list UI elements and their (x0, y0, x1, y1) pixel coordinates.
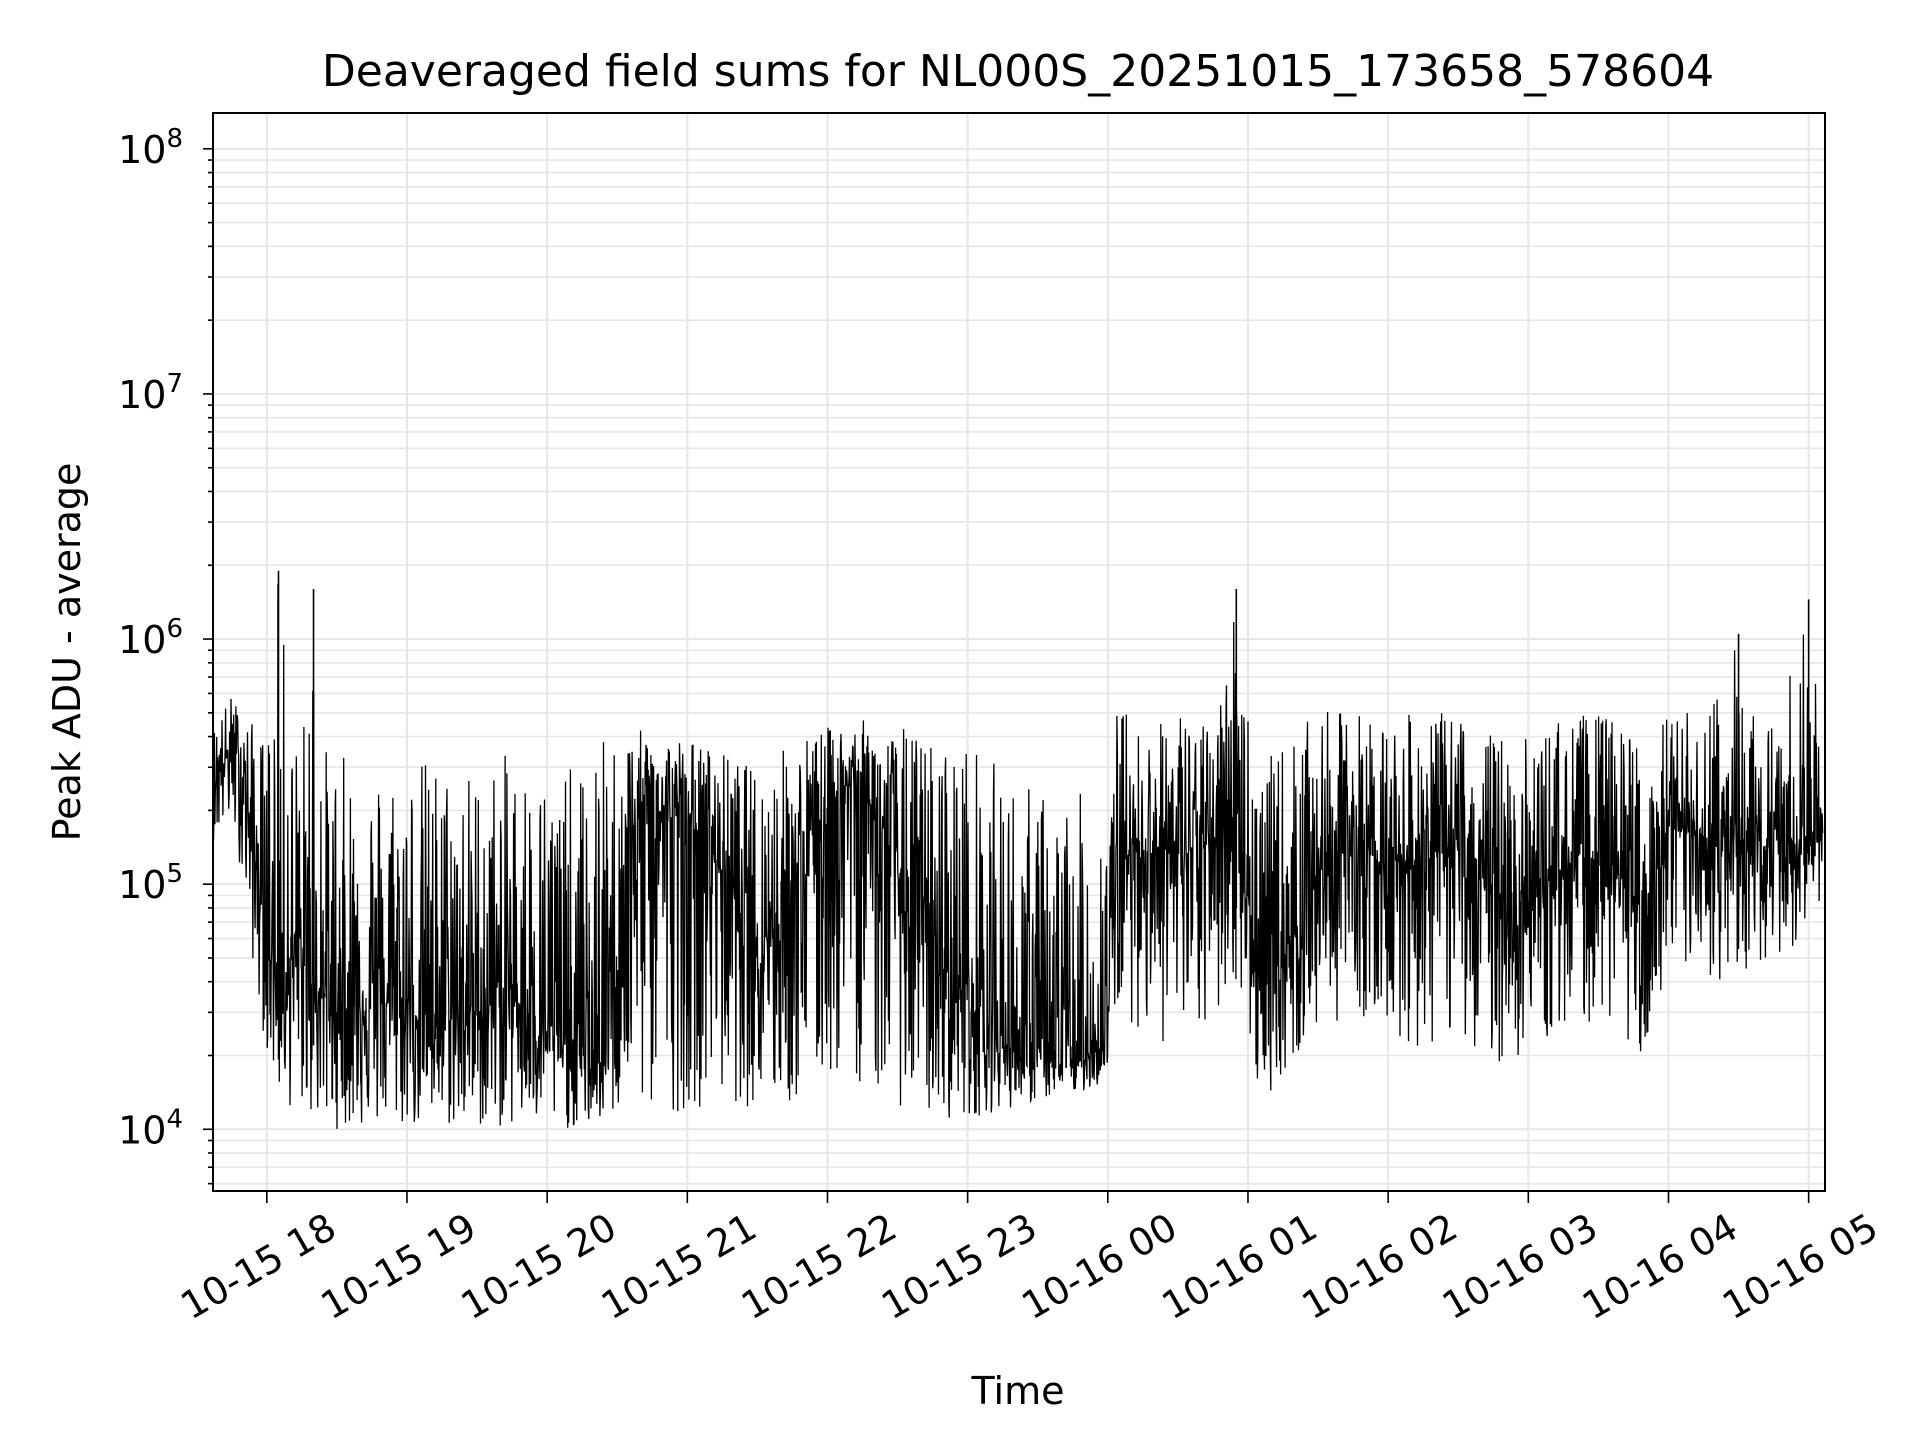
series-layer (212, 570, 1824, 1129)
y-tick-label: 104 (118, 1104, 183, 1152)
y-tick-label: 105 (118, 859, 183, 907)
y-tick-label: 108 (118, 124, 183, 172)
y-tick-label: 107 (118, 369, 183, 417)
y-tick-label: 106 (118, 614, 183, 662)
x-axis-label: Time (971, 1369, 1065, 1413)
plot-frame (212, 112, 1826, 1192)
y-axis-label: Peak ADU - average (45, 463, 89, 842)
series-line (212, 584, 1824, 1129)
chart-title: Deaveraged field sums for NL000S_2025101… (322, 46, 1714, 97)
